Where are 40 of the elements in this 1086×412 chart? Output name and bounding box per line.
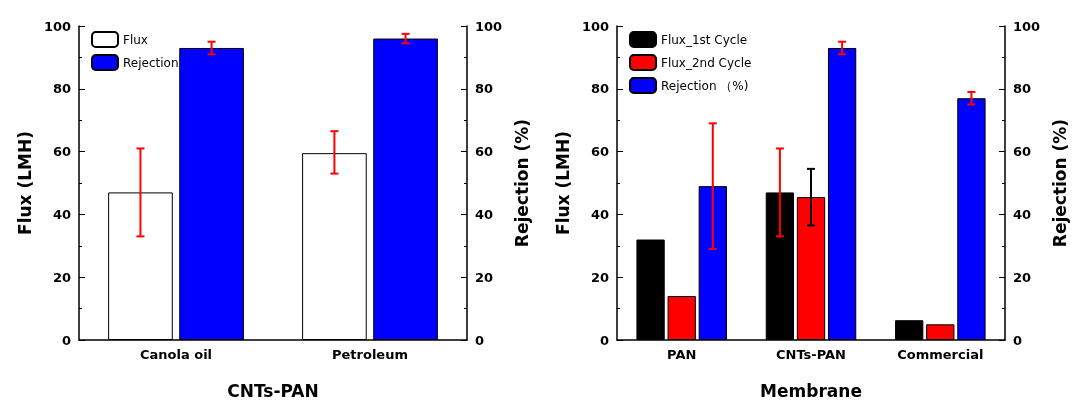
y-tick-label: 80 [52, 81, 72, 97]
x-axis-title: CNTs-PAN [227, 380, 319, 401]
y2-tick-label: 100 [474, 18, 503, 34]
y2-tick-label: 20 [474, 269, 494, 285]
y2-tick-label: 20 [1012, 269, 1032, 285]
y2-tick-label: 0 [1012, 332, 1023, 348]
y-tick-label: 60 [52, 144, 72, 160]
legend-label: Rejection [123, 55, 179, 70]
y-tick-label: 0 [599, 332, 610, 348]
y-tick-label: 40 [52, 206, 72, 222]
x-axis-title: Membrane [760, 380, 862, 401]
y2-axis-title: Rejection (%) [1049, 118, 1070, 248]
y-axis-title: Flux (LMH) [14, 131, 35, 235]
x-tick-label: CNTs-PAN [776, 347, 846, 362]
y2-tick-label: 40 [474, 206, 494, 222]
y2-tick-label: 0 [474, 332, 485, 348]
y2-tick-label: 80 [1012, 81, 1032, 97]
y2-tick-label: 40 [1012, 206, 1032, 222]
legend-label: Flux_1st Cycle [661, 32, 748, 47]
legend-label: Flux [123, 32, 148, 47]
y2-axis-title: Rejection (%) [511, 118, 532, 248]
y-tick-label: 40 [590, 206, 610, 222]
x-tick-label: PAN [667, 347, 697, 362]
y-tick-label: 80 [590, 81, 610, 97]
y2-tick-label: 80 [474, 81, 494, 97]
y-tick-label: 0 [61, 332, 72, 348]
legend-label: Flux_2nd Cycle [661, 55, 752, 70]
legend-label: Rejection （%) [661, 78, 749, 93]
y-tick-label: 100 [581, 18, 610, 34]
y-tick-label: 20 [590, 269, 610, 285]
y2-tick-label: 60 [1012, 144, 1032, 160]
y2-tick-label: 60 [474, 144, 494, 160]
x-tick-label: Commercial [897, 347, 984, 362]
y-tick-label: 100 [43, 18, 72, 34]
y-axis-title: Flux (LMH) [552, 131, 573, 235]
x-tick-label: Petroleum [331, 347, 408, 362]
y-tick-label: 20 [52, 269, 72, 285]
x-tick-label: Canola oil [139, 347, 213, 362]
y2-tick-label: 100 [1012, 18, 1041, 34]
y-tick-label: 60 [590, 144, 610, 160]
